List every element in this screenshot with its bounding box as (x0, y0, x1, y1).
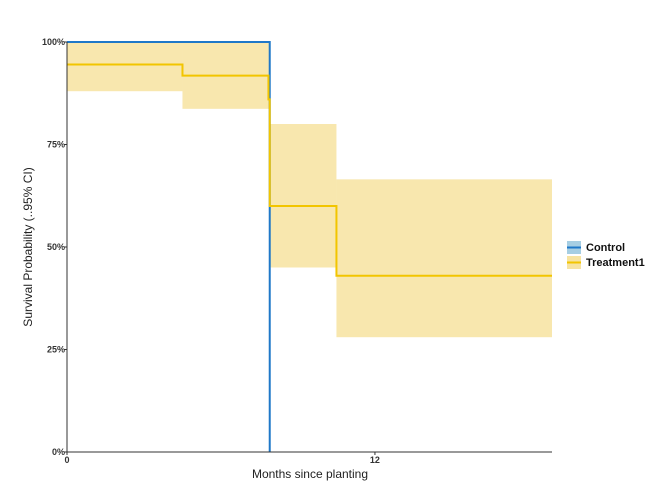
axis-ticks: 0% 25% 50% 75% 100% 0 12 (42, 37, 380, 465)
ci-band-1-3 (336, 179, 552, 338)
legend: Control Treatment1 (567, 241, 645, 269)
y-tick-label-4: 100% (42, 37, 65, 47)
y-tick-label-3: 75% (47, 140, 65, 150)
x-tick-label-1: 12 (370, 455, 380, 465)
y-tick-label-1: 25% (47, 345, 65, 355)
y-axis-title: Survival Probability (..95% CI) (21, 167, 35, 326)
legend-label-1: Treatment1 (586, 257, 645, 269)
y-tick-label-2: 50% (47, 242, 65, 252)
ci-band-1-2 (269, 124, 337, 268)
legend-label-0: Control (586, 242, 625, 254)
series-line-1 (67, 63, 552, 277)
x-tick-label-0: 0 (64, 455, 69, 465)
series-line-0 (67, 41, 271, 452)
confidence-bands (67, 42, 552, 338)
x-axis-title: Months since planting (252, 467, 368, 481)
survival-curves (67, 41, 552, 452)
ci-band-1-0 (67, 42, 183, 92)
y-tick-label-0: 0% (52, 447, 65, 457)
